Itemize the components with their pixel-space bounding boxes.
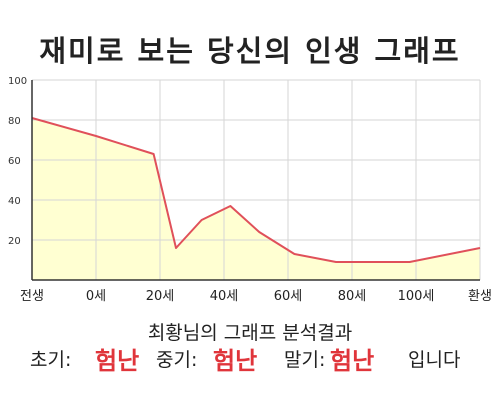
y-tick-label: 100 (8, 76, 27, 87)
early-value: 험난 (95, 347, 140, 375)
x-tick-label: 전생 (20, 289, 44, 304)
middle-value: 험난 (213, 347, 258, 375)
early-label: 초기: (30, 349, 72, 371)
x-tick-label: 100세 (398, 289, 435, 304)
x-tick-label: 환생 (468, 289, 492, 304)
y-tick-label: 80 (8, 116, 21, 127)
analysis-heading: 최황님의 그래프 분석결과 (147, 322, 353, 344)
y-tick-label: 40 (8, 196, 21, 207)
x-tick-label: 0세 (86, 289, 106, 304)
late-value: 험난 (330, 347, 375, 375)
chart-title: 재미로 보는 당신의 인생 그래프 (39, 34, 461, 68)
ending-text: 입니다 (408, 349, 461, 371)
late-label: 말기: (284, 349, 326, 371)
y-tick-label: 20 (8, 236, 21, 247)
x-tick-label: 60세 (274, 289, 303, 304)
middle-label: 중기: (156, 349, 198, 371)
x-tick-label: 80세 (338, 289, 367, 304)
area-fill (32, 118, 480, 280)
x-tick-label: 40세 (210, 289, 239, 304)
y-tick-label: 60 (8, 156, 21, 167)
series-line (31, 117, 481, 263)
x-tick-label: 20세 (146, 289, 175, 304)
